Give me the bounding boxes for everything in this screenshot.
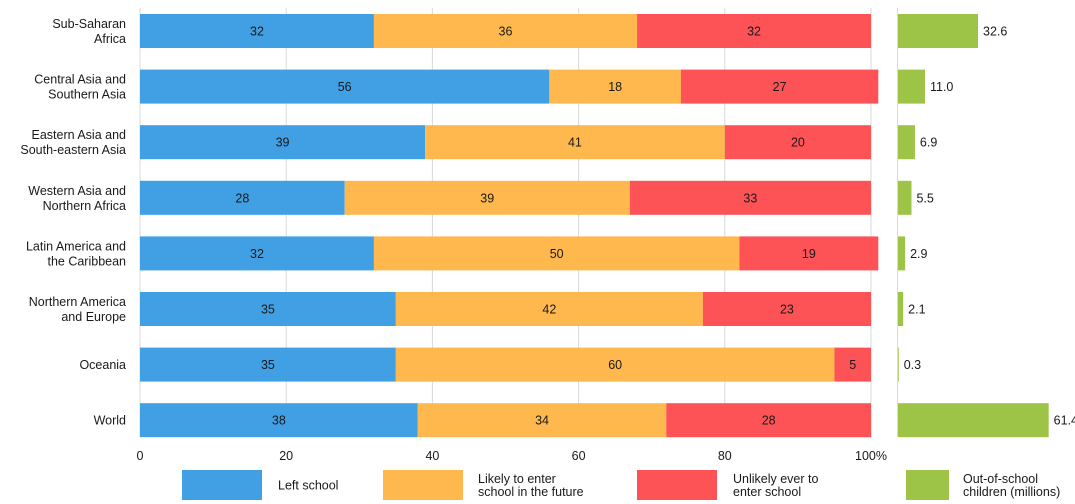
category-label: World [94,414,126,428]
bar-value-label: 36 [499,25,513,39]
bar-value-label: 18 [608,80,622,94]
bar-segment [702,292,871,326]
x-axis-tick-labels: 0 20 40 60 80 100% [137,449,887,463]
out-of-school-bar [898,347,899,382]
out-of-school-bar [898,180,912,215]
bar-value-label: 23 [780,303,794,317]
legend-item: Unlikely ever to enter school [637,470,818,500]
bar-value-label: 32 [747,25,761,39]
category-label: Northern America and Europe [29,295,126,324]
category-labels: Sub-Saharan Africa Central Asia and Souther… [20,17,126,428]
out-of-school-value: 0.3 [904,358,921,372]
segment-labels: 32 36 32 56 18 27 39 41 20 28 39 33 32 50 19 35 42 23 35 60… [235,25,856,428]
legend-label: Out-of-school children (millions) [963,472,1060,499]
legend-label: Unlikely ever to enter school [733,472,818,499]
out-of-school-value: 32.6 [983,25,1007,39]
bar-value-label: 27 [773,80,787,94]
legend-item: Left school [182,470,338,500]
stacked-bars [140,14,879,438]
bar-value-label: 34 [535,414,549,428]
bar-segment [373,236,740,271]
category-label: Latin America and the Caribbean [26,239,126,268]
out-of-school-bar [898,14,978,48]
bar-value-label: 39 [480,191,494,205]
bar-value-label: 20 [791,136,805,150]
legend-swatch [182,470,262,500]
out-of-school-bar [898,69,925,104]
out-of-school-bar [898,292,904,326]
bar-segment [834,347,871,382]
bar-segment [680,69,879,104]
bar-value-label: 28 [235,191,249,205]
legend-swatch [637,470,717,500]
legend-label: Likely to enter school in the future [478,472,584,499]
bar-value-label: 56 [338,80,352,94]
bar-value-label: 5 [849,358,856,372]
bar-segment [629,180,871,215]
out-of-school-value: 6.9 [920,136,937,150]
category-label: Western Asia and Northern Africa [28,184,126,213]
bar-segment [395,347,835,382]
bar-segment [140,292,396,326]
bar-segment [724,125,871,160]
category-label: Sub-Saharan Africa [52,17,126,46]
x-tick-label: 20 [279,449,293,463]
bar-value-label: 32 [250,25,264,39]
category-label: Eastern Asia and South-eastern Asia [20,128,126,157]
bar-value-label: 33 [743,191,757,205]
bar-value-label: 35 [261,358,275,372]
x-tick-label: 60 [572,449,586,463]
category-label: Oceania [79,358,126,372]
x-tick-label: 0 [137,449,144,463]
bar-segment [140,236,374,271]
out-of-school-bar [898,125,915,160]
out-of-school-value: 11.0 [930,80,953,94]
out-of-school-bars: 32.6 11.0 6.9 5.5 2.9 2.1 0.3 61.4 [898,14,1075,438]
bar-segment [395,292,703,326]
bar-segment [666,403,871,438]
out-of-school-value: 61.4 [1054,414,1075,428]
bar-segment [739,236,879,271]
x-tick-label: 80 [718,449,732,463]
bar-value-label: 60 [608,358,622,372]
bar-segment [140,125,426,160]
bar-segment [425,125,725,160]
bar-segment [140,14,374,48]
bar-value-label: 32 [250,247,264,261]
out-of-school-bar [898,236,906,271]
bar-value-label: 42 [542,303,556,317]
out-of-school-bar [898,403,1049,438]
bar-segment [140,69,550,104]
legend-swatch [906,470,949,500]
bar-segment [637,14,871,48]
bar-segment [140,403,418,438]
bar-segment [140,347,396,382]
bar-segment [373,14,638,48]
bar-value-label: 39 [276,136,290,150]
legend-item: Out-of-school children (millions) [906,470,1060,500]
legend-label: Left school [278,479,338,493]
bar-segment [549,69,681,104]
bar-segment [344,180,630,215]
out-of-school-value: 2.1 [908,303,925,317]
bar-value-label: 38 [272,414,286,428]
x-tick-label: 40 [425,449,439,463]
out-of-school-value: 5.5 [916,191,933,205]
out-of-school-value: 2.9 [910,247,927,261]
x-tick-label: 100% [855,449,887,463]
bar-value-label: 50 [550,247,564,261]
legend-swatch [383,470,463,500]
legend-item: Likely to enter school in the future [383,470,584,500]
legend: Left school Likely to enter school in the … [182,470,1060,500]
bar-segment [140,180,345,215]
bar-value-label: 41 [568,136,582,150]
bar-value-label: 28 [762,414,776,428]
bar-value-label: 19 [802,247,816,261]
category-label: Central Asia and Southern Asia [34,73,126,102]
bar-value-label: 35 [261,303,275,317]
bar-segment [417,403,667,438]
